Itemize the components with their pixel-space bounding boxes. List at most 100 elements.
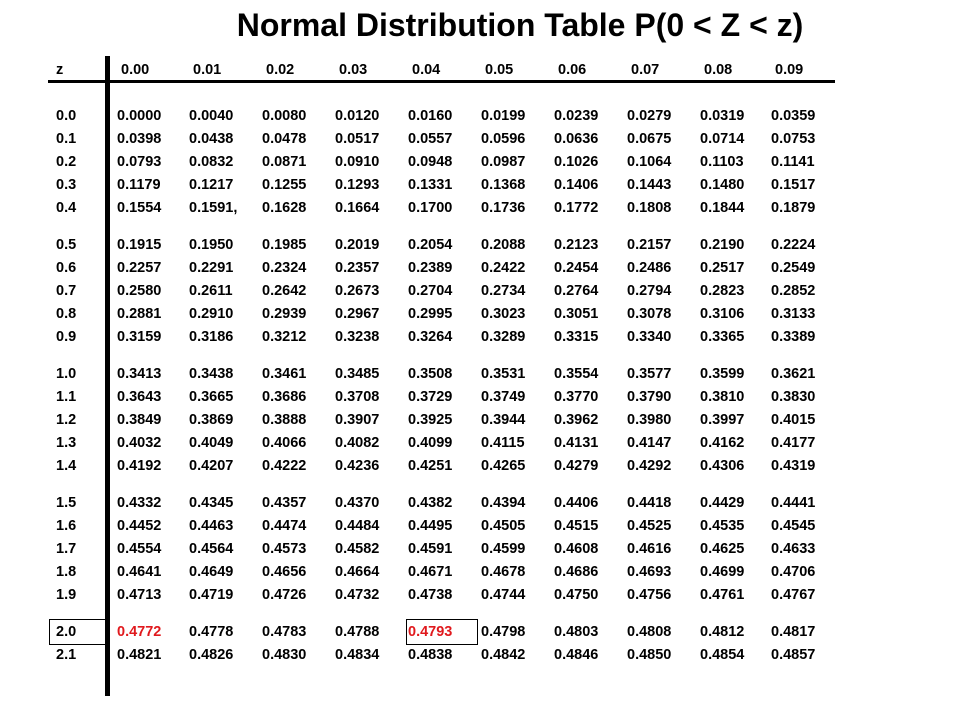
table-cell: 0.3770 [554,389,599,405]
table-cell: 0.4452 [117,518,162,534]
table-cell: 0.4744 [481,587,526,603]
table-cell: 0.0832 [189,154,234,170]
table-cell: 0.2291 [189,260,234,276]
table-cell: 0.2088 [481,237,526,253]
highlight-box-cell [406,619,478,645]
row-z-value: 0.7 [56,283,77,299]
table-cell: 0.4616 [627,541,672,557]
table-cell: 0.3023 [481,306,526,322]
table-cell: 0.0359 [771,108,816,124]
table-cell: 0.4382 [408,495,453,511]
table-cell: 0.0080 [262,108,307,124]
table-cell: 0.3438 [189,366,234,382]
table-cell: 0.2823 [700,283,745,299]
table-cell: 0.3621 [771,366,816,382]
table-cell: 0.4066 [262,435,307,451]
table-cell: 0.4678 [481,564,526,580]
row-z-value: 1.1 [56,389,77,405]
table-cell: 0.1217 [189,177,234,193]
table-cell: 0.4370 [335,495,380,511]
table-cell: 0.4821 [117,647,162,663]
table-cell: 0.4306 [700,458,745,474]
table-cell: 0.4418 [627,495,672,511]
table-cell: 0.2794 [627,283,672,299]
table-cell: 0.1591, [189,200,238,216]
table-cell: 0.0987 [481,154,526,170]
header-col: 0.07 [631,62,660,78]
table-cell: 0.4554 [117,541,162,557]
header-col: 0.01 [193,62,222,78]
table-cell: 0.1141 [771,154,815,170]
table-cell: 0.4798 [481,624,526,640]
table-cell: 0.4713 [117,587,162,603]
table-cell: 0.4582 [335,541,380,557]
table-cell: 0.4564 [189,541,234,557]
table-cell: 0.4265 [481,458,526,474]
table-cell: 0.4699 [700,564,745,580]
table-cell: 0.4767 [771,587,816,603]
table-cell: 0.4515 [554,518,599,534]
table-cell: 0.1736 [481,200,526,216]
table-cell: 0.4591 [408,541,453,557]
table-cell: 0.3599 [700,366,745,382]
table-cell: 0.1985 [262,237,307,253]
table-cell: 0.2995 [408,306,453,322]
table-cell: 0.2224 [771,237,816,253]
table-cell: 0.4808 [627,624,672,640]
table-cell: 0.4633 [771,541,816,557]
table-cell: 0.0793 [117,154,162,170]
table-cell: 0.4656 [262,564,307,580]
table-cell: 0.2852 [771,283,816,299]
table-cell: 0.4394 [481,495,526,511]
table-cell: 0.1331 [408,177,453,193]
table-cell: 0.2734 [481,283,526,299]
table-cell: 0.4505 [481,518,526,534]
table-cell: 0.4599 [481,541,526,557]
row-z-value: 0.5 [56,237,77,253]
table-cell: 0.3643 [117,389,162,405]
table-cell: 0.3315 [554,329,599,345]
table-cell: 0.3686 [262,389,307,405]
row-z-value: 1.5 [56,495,77,511]
table-cell: 0.4429 [700,495,745,511]
table-cell: 0.1517 [771,177,816,193]
table-cell: 0.3485 [335,366,380,382]
table-cell: 0.4535 [700,518,745,534]
table-cell: 0.2967 [335,306,380,322]
table-cell: 0.2580 [117,283,162,299]
table-cell: 0.3869 [189,412,234,428]
table-cell: 0.3849 [117,412,162,428]
table-cell: 0.1700 [408,200,453,216]
table-cell: 0.0239 [554,108,599,124]
header-divider [48,80,835,83]
table-cell: 0.3461 [262,366,307,382]
row-z-value: 1.6 [56,518,77,534]
table-cell: 0.4671 [408,564,453,580]
table-cell: 0.4251 [408,458,453,474]
table-cell: 0.4826 [189,647,234,663]
table-cell: 0.1772 [554,200,599,216]
table-cell: 0.1915 [117,237,162,253]
row-z-value: 0.1 [56,131,77,147]
table-cell: 0.4049 [189,435,234,451]
table-cell: 0.3340 [627,329,672,345]
table-cell: 0.0478 [262,131,307,147]
table-cell: 0.4608 [554,541,599,557]
table-cell: 0.1064 [627,154,672,170]
table-cell: 0.4573 [262,541,307,557]
row-z-value: 0.0 [56,108,77,124]
table-cell: 0.3186 [189,329,234,345]
table-cell: 0.1628 [262,200,307,216]
table-cell: 0.3051 [554,306,599,322]
table-cell: 0.4222 [262,458,307,474]
table-cell: 0.4664 [335,564,380,580]
row-z-value: 1.9 [56,587,77,603]
table-cell: 0.4761 [700,587,745,603]
table-cell: 0.4484 [335,518,380,534]
table-cell: 0.1406 [554,177,599,193]
table-cell: 0.4015 [771,412,816,428]
row-z-value: 0.2 [56,154,77,170]
table-cell: 0.2486 [627,260,672,276]
table-cell: 0.1103 [700,154,744,170]
table-cell: 0.3577 [627,366,672,382]
